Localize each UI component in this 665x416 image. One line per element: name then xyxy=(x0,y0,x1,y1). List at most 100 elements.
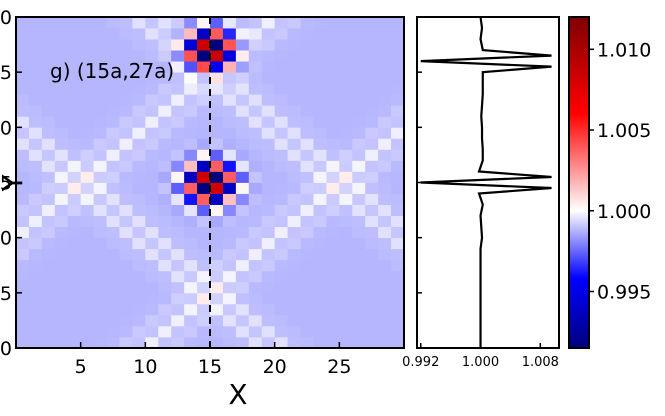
heatmap-cell xyxy=(300,303,314,316)
heatmap-cell xyxy=(28,105,43,117)
heatmap-cell xyxy=(248,94,263,106)
heatmap-cell xyxy=(313,149,327,161)
heatmap-cell xyxy=(93,17,107,29)
heatmap-cell xyxy=(210,281,224,294)
heatmap-x-ticks: 5 10 15 20 25 xyxy=(75,342,351,378)
heatmap-cell xyxy=(300,28,314,40)
heatmap-cell xyxy=(145,292,159,305)
heatmap-cell xyxy=(197,149,211,161)
heatmap-cell xyxy=(274,292,288,305)
heatmap-cell xyxy=(197,303,211,316)
heatmap-cell xyxy=(365,226,379,239)
heatmap-cell xyxy=(41,226,56,239)
heatmap-cell xyxy=(41,314,56,327)
heatmap-cell xyxy=(106,292,120,305)
heatmap-cell xyxy=(391,83,405,95)
heatmap-cell xyxy=(16,215,30,228)
heatmap-cell xyxy=(158,270,172,283)
heatmap-cell xyxy=(119,226,133,239)
heatmap-cell xyxy=(145,325,159,338)
heatmap-cell xyxy=(197,204,211,216)
heatmap-cell xyxy=(313,336,327,349)
heatmap-cell xyxy=(197,292,211,305)
heatmap-cell xyxy=(391,127,405,139)
heatmap-cell xyxy=(248,193,263,205)
heatmap-cell xyxy=(248,248,263,261)
heatmap-cell xyxy=(171,336,185,349)
heatmap-cell xyxy=(352,94,366,106)
x-axis-label: X xyxy=(228,378,247,411)
heatmap-cell xyxy=(261,171,276,183)
heatmap-cell xyxy=(132,61,146,73)
heatmap-cell xyxy=(313,226,327,239)
heatmap-cell xyxy=(248,138,263,150)
heatmap-cell xyxy=(54,336,69,349)
heatmap-cell xyxy=(106,237,120,250)
heatmap-cell xyxy=(132,28,146,40)
heatmap-cell xyxy=(171,325,185,338)
heatmap-cell xyxy=(171,61,185,73)
heatmap-cell xyxy=(261,215,276,228)
heatmap-cell xyxy=(210,303,224,316)
heatmap-cell xyxy=(119,61,133,73)
heatmap-cell xyxy=(274,215,288,228)
heatmap-cell xyxy=(67,193,82,205)
heatmap-cell xyxy=(248,314,263,327)
profile-x-tick-label: 1.008 xyxy=(522,355,559,370)
heatmap-cell xyxy=(54,50,69,62)
heatmap-cell xyxy=(80,226,94,239)
heatmap-cell xyxy=(235,138,250,150)
heatmap-cell xyxy=(28,83,43,95)
heatmap-cell xyxy=(67,72,82,84)
heatmap-cell xyxy=(235,72,250,84)
heatmap-cell xyxy=(145,248,159,261)
heatmap-cell xyxy=(54,182,69,194)
heatmap-cell xyxy=(326,204,340,216)
heatmap-cell xyxy=(67,237,82,250)
heatmap-cell xyxy=(67,28,82,40)
heatmap-cell xyxy=(365,193,379,205)
heatmap-cell xyxy=(16,28,30,40)
heatmap-cell xyxy=(326,215,340,228)
heatmap-cell xyxy=(54,127,69,139)
heatmap-cell xyxy=(41,303,56,316)
heatmap-cell xyxy=(28,204,43,216)
heatmap-cell xyxy=(378,292,392,305)
heatmap-cell xyxy=(210,160,224,172)
heatmap-cell xyxy=(235,215,250,228)
heatmap-cell xyxy=(132,171,146,183)
heatmap-cell xyxy=(67,17,82,29)
heatmap-cell xyxy=(339,28,353,40)
heatmap-cell xyxy=(222,325,237,338)
heatmap-cell xyxy=(248,72,263,84)
heatmap-cell xyxy=(145,193,159,205)
heatmap-cell xyxy=(145,61,159,73)
heatmap-cell xyxy=(80,61,94,73)
heatmap-cell xyxy=(339,325,353,338)
heatmap-cell xyxy=(106,39,120,51)
heatmap-cell xyxy=(119,259,133,272)
heatmap-cell xyxy=(326,171,340,183)
heatmap-cell xyxy=(378,182,392,194)
heatmap-cell xyxy=(339,193,353,205)
heatmap-cell xyxy=(93,248,107,261)
heatmap-cell xyxy=(210,94,224,106)
heatmap-cell xyxy=(106,105,120,117)
heatmap-cell xyxy=(365,336,379,349)
heatmap-cell xyxy=(28,149,43,161)
heatmap-cell xyxy=(80,303,94,316)
heatmap-cell xyxy=(210,105,224,117)
heatmap-cell xyxy=(184,39,198,51)
heatmap-cell xyxy=(93,215,107,228)
heatmap-cell xyxy=(41,116,56,128)
heatmap-cell xyxy=(93,171,107,183)
heatmap-cell xyxy=(119,325,133,338)
heatmap-cell xyxy=(93,292,107,305)
heatmap-cell xyxy=(54,259,69,272)
heatmap-cell xyxy=(145,160,159,172)
heatmap-cell xyxy=(210,248,224,261)
heatmap-cell xyxy=(93,127,107,139)
heatmap-cell xyxy=(378,50,392,62)
colorbar-tick-label: 0.995 xyxy=(597,281,651,303)
heatmap-cell xyxy=(197,171,211,183)
